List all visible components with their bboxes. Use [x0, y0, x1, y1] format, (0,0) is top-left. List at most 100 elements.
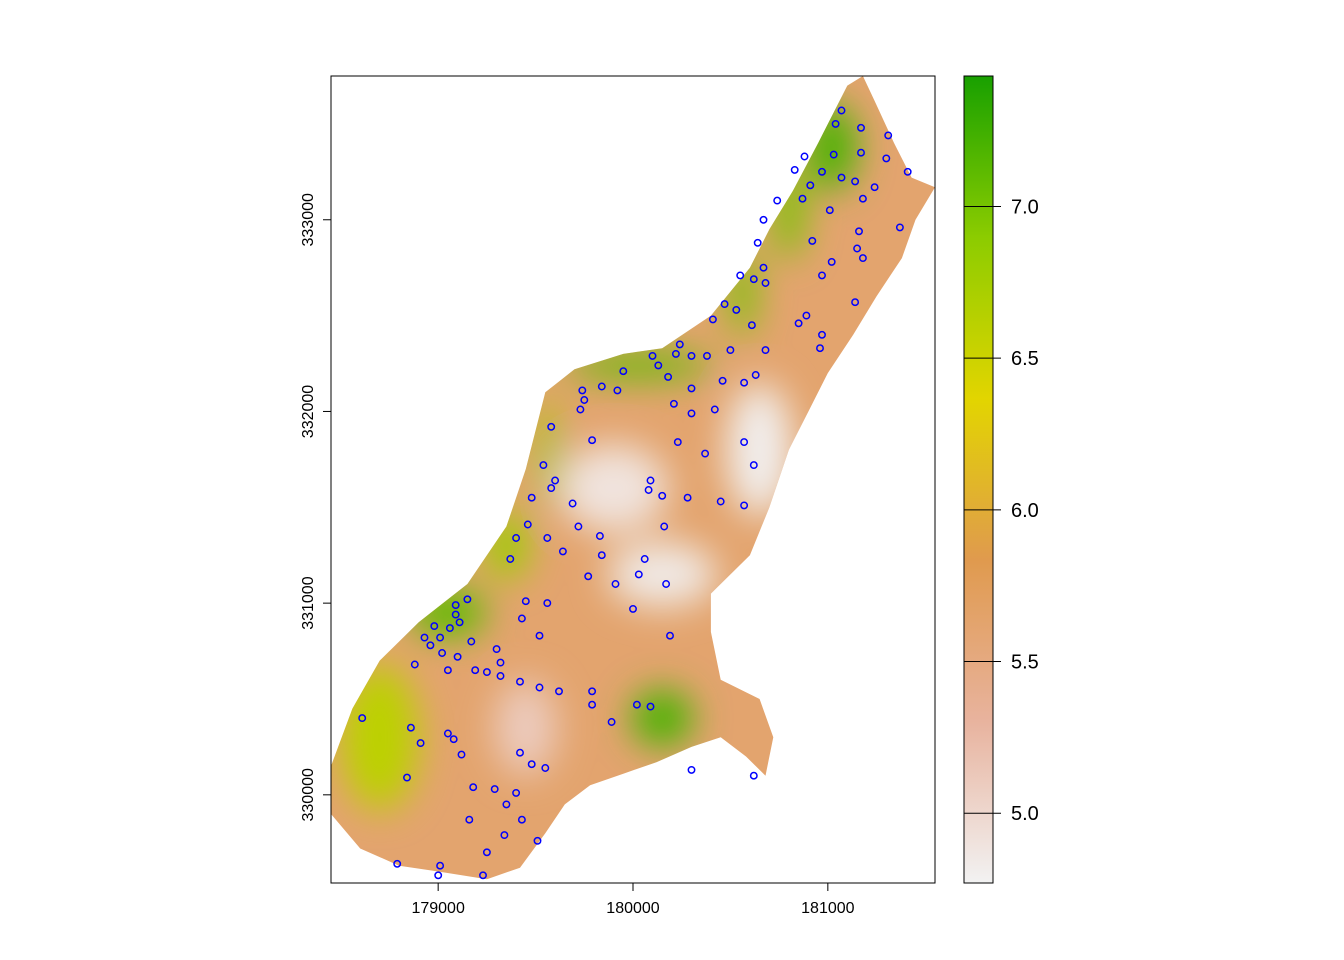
sample-point: [708, 315, 717, 324]
sample-point: [858, 254, 867, 263]
sample-point: [443, 666, 452, 675]
sample-point: [648, 351, 657, 360]
sample-point: [857, 148, 865, 157]
sample-point: [629, 604, 637, 613]
sample-point: [469, 783, 478, 792]
sample-point: [662, 580, 671, 588]
sample-point: [675, 340, 684, 349]
high-value-zone: [728, 248, 756, 337]
sample-point: [578, 386, 587, 395]
sample-point: [588, 700, 597, 709]
sample-point: [584, 572, 593, 581]
sample-point: [512, 534, 521, 542]
x-axis: 179000 180000 181000: [411, 883, 855, 917]
sample-point: [465, 815, 474, 824]
sample-point: [740, 378, 749, 387]
x-tick-label: 181000: [801, 900, 854, 917]
sample-point: [449, 735, 458, 744]
sample-point: [646, 476, 655, 485]
sample-point: [527, 493, 536, 502]
sample-point: [666, 631, 674, 640]
sample-point: [547, 422, 556, 431]
high-value-zone: [631, 689, 694, 747]
sample-point: [687, 409, 696, 418]
sample-point: [543, 599, 552, 608]
sample-point: [535, 631, 544, 640]
sample-point: [426, 641, 435, 650]
sample-point: [547, 484, 556, 493]
legend-colorbar: [963, 75, 994, 884]
sample-point: [753, 238, 762, 247]
sample-point: [732, 305, 741, 314]
sample-point: [740, 501, 749, 510]
sample-point: [710, 405, 719, 414]
sample-point: [751, 371, 760, 379]
sample-point: [455, 618, 464, 627]
low-value-zone: [558, 444, 669, 533]
sample-point: [759, 263, 768, 272]
high-value-zone: [806, 102, 857, 191]
sample-point: [749, 275, 758, 284]
sample-point: [496, 658, 505, 667]
sample-point: [736, 271, 745, 280]
sample-point: [687, 384, 696, 393]
sample-point: [416, 739, 425, 748]
sample-point: [870, 183, 879, 192]
sample-point: [800, 152, 809, 161]
sample-point: [358, 714, 367, 723]
y-tick-label: 333000: [300, 193, 317, 246]
sample-point: [831, 119, 840, 128]
sample-point: [516, 748, 524, 757]
sample-point: [443, 729, 452, 738]
sample-point: [669, 399, 678, 408]
sample-point: [463, 595, 472, 604]
sample-point: [858, 194, 867, 203]
sample-point: [654, 361, 663, 370]
sample-point: [568, 499, 577, 508]
sample-point: [434, 871, 443, 880]
sample-point: [523, 520, 532, 529]
sample-point: [818, 167, 826, 176]
sample-point: [453, 652, 462, 661]
sample-point: [884, 131, 893, 140]
sample-point: [436, 633, 445, 642]
sample-point: [430, 622, 439, 631]
sample-point: [773, 196, 782, 205]
sample-points: [358, 106, 912, 880]
low-value-zone: [726, 382, 793, 517]
sample-point: [687, 765, 696, 774]
sample-point: [479, 871, 487, 880]
sample-point: [673, 438, 682, 447]
interpolation-raster: [331, 76, 935, 880]
sample-point: [517, 614, 526, 623]
sample-point: [903, 167, 912, 176]
sample-point: [718, 376, 727, 385]
sample-point: [806, 181, 815, 190]
sample-point: [660, 522, 669, 531]
sample-point: [701, 449, 710, 458]
color-legend: 5.0 5.5 6.0 6.5 7.0: [963, 75, 1039, 884]
sample-point: [798, 194, 807, 203]
sample-point: [576, 405, 585, 414]
low-value-zone: [494, 679, 557, 776]
sample-point: [533, 836, 542, 845]
x-tick-label: 180000: [606, 900, 659, 917]
sample-point: [825, 206, 834, 215]
sample-point: [451, 610, 460, 619]
sample-point: [882, 154, 891, 163]
sample-point: [611, 580, 620, 588]
sample-point: [527, 760, 536, 769]
sample-point: [726, 346, 735, 355]
sample-point: [619, 367, 628, 376]
y-tick-label: 331000: [300, 576, 317, 629]
sample-point: [541, 764, 550, 772]
sample-point: [496, 672, 505, 680]
sample-point: [857, 123, 865, 132]
legend-tick-label: 6.0: [1011, 500, 1039, 522]
sample-point: [703, 351, 711, 360]
sample-point: [895, 223, 904, 232]
high-value-zone: [485, 511, 528, 581]
sample-point: [420, 633, 429, 642]
sample-point: [517, 815, 526, 824]
sample-point: [664, 372, 673, 381]
